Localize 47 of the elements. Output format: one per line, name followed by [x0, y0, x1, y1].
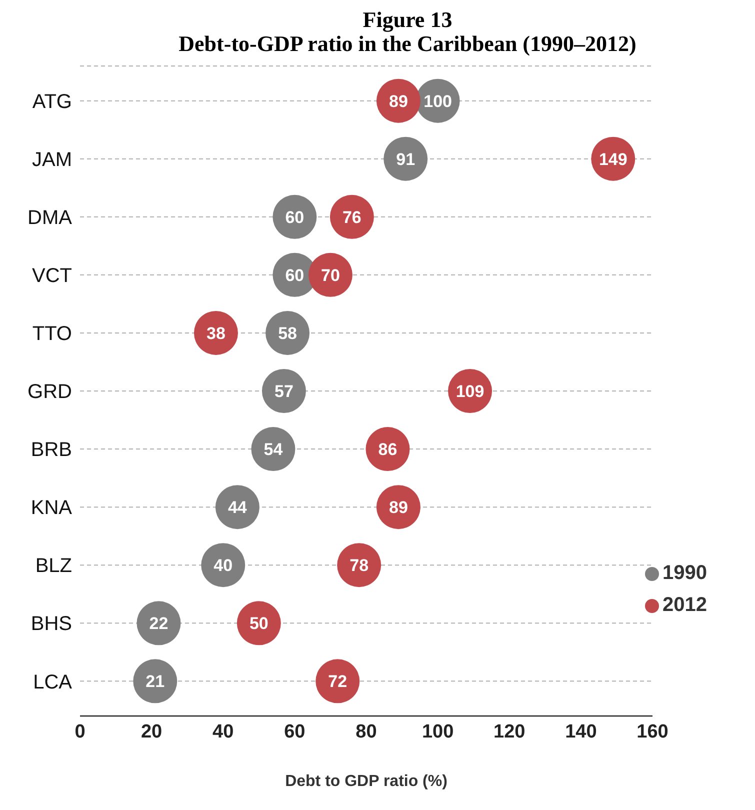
chart-title: Figure 13	[362, 7, 454, 32]
y-tick-label: GRD	[28, 381, 72, 404]
data-label: 60	[285, 208, 304, 227]
y-tick-label: ATG	[32, 90, 72, 113]
data-label: 109	[456, 382, 484, 401]
x-tick-label: 120	[494, 721, 526, 742]
data-label: 44	[228, 498, 248, 518]
data-label: 78	[350, 556, 369, 576]
data-label: 38	[206, 324, 226, 343]
y-tick-label: JAM	[32, 148, 72, 171]
data-label: 40	[214, 556, 233, 576]
y-tick-label: DMA	[28, 206, 73, 229]
data-label: 21	[146, 672, 165, 692]
y-tick-label: KNA	[30, 497, 73, 520]
x-tick-label: 40	[212, 721, 234, 742]
data-label: 76	[342, 208, 362, 227]
x-tick-label: 0	[74, 721, 86, 742]
data-label: 57	[274, 382, 294, 401]
legend-label: 2012	[662, 594, 707, 616]
y-tick-label: VCT	[32, 265, 72, 288]
x-tick-label: 140	[565, 721, 597, 742]
x-tick-label: 100	[422, 721, 454, 742]
chart-subtitle: Debt-to-GDP ratio in the Caribbean (1990–2012)	[178, 31, 638, 56]
x-axis-title: Debt to GDP ratio (%)	[285, 773, 448, 790]
y-tick-label: BLZ	[35, 555, 72, 578]
data-label: 89	[388, 498, 408, 518]
data-label: 22	[149, 614, 168, 634]
y-tick-label: TTO	[32, 323, 72, 346]
x-tick-label: 160	[636, 721, 668, 742]
data-label: 60	[285, 266, 304, 285]
x-tick-label: 20	[140, 721, 162, 742]
data-label: 50	[249, 614, 268, 634]
data-label: 54	[264, 440, 284, 459]
data-label: 100	[424, 92, 452, 111]
data-label: 89	[388, 92, 408, 111]
y-tick-label: BRB	[30, 439, 72, 462]
x-tick-label: 60	[284, 721, 306, 742]
legend-label: 1990	[662, 562, 707, 584]
data-label: 58	[278, 324, 297, 343]
data-label: 72	[328, 672, 348, 692]
data-label: 149	[598, 150, 628, 169]
y-tick-label: BHS	[30, 613, 72, 636]
x-tick-label: 80	[356, 721, 377, 742]
data-label: 86	[378, 440, 398, 459]
data-label: 91	[396, 150, 416, 169]
y-tick-label: LCA	[33, 671, 73, 694]
data-label: 70	[321, 266, 340, 285]
